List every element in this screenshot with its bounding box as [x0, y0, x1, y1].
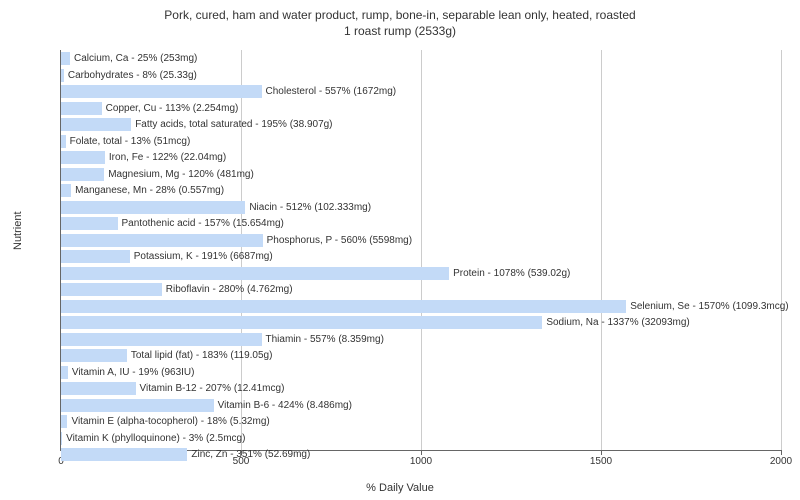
nutrient-bar-label: Fatty acids, total saturated - 195% (38.…: [131, 118, 332, 131]
chart-title: Pork, cured, ham and water product, rump…: [0, 0, 800, 39]
title-line-2: 1 roast rump (2533g): [344, 24, 456, 38]
nutrient-bar: [61, 366, 68, 379]
nutrient-bar-label: Vitamin B-6 - 424% (8.486mg): [214, 399, 352, 412]
nutrient-bar: [61, 333, 262, 346]
x-tick-label: 1500: [590, 456, 612, 467]
nutrient-bar: [61, 151, 105, 164]
nutrient-bar-label: Potassium, K - 191% (6687mg): [130, 250, 273, 263]
nutrient-bar: [61, 300, 626, 313]
nutrient-bar-label: Cholesterol - 557% (1672mg): [262, 85, 397, 98]
x-tick: [601, 450, 602, 455]
nutrient-bar-label: Folate, total - 13% (51mcg): [66, 135, 191, 148]
nutrient-bar-label: Thiamin - 557% (8.359mg): [262, 333, 384, 346]
nutrient-bar: [61, 349, 127, 362]
plot-area: 0500100015002000Calcium, Ca - 25% (253mg…: [60, 50, 781, 451]
nutrient-bar: [61, 250, 130, 263]
nutrient-bar: [61, 102, 102, 115]
nutrient-bar: [61, 201, 245, 214]
x-tick-label: 1000: [410, 456, 432, 467]
nutrient-bar: [61, 118, 131, 131]
nutrient-bar-label: Vitamin B-12 - 207% (12.41mcg): [136, 382, 285, 395]
nutrient-bar-label: Calcium, Ca - 25% (253mg): [70, 52, 197, 65]
nutrient-bar-label: Iron, Fe - 122% (22.04mg): [105, 151, 226, 164]
nutrient-bar-label: Sodium, Na - 1337% (32093mg): [542, 316, 689, 329]
nutrient-bar-label: Pantothenic acid - 157% (15.654mg): [118, 217, 284, 230]
nutrient-bar-label: Niacin - 512% (102.333mg): [245, 201, 371, 214]
nutrient-bar: [61, 184, 71, 197]
nutrient-bar-label: Copper, Cu - 113% (2.254mg): [102, 102, 239, 115]
nutrient-bar: [61, 399, 214, 412]
gridline: [781, 50, 782, 450]
nutrient-bar-label: Zinc, Zn - 351% (52.69mg): [187, 448, 310, 461]
y-axis-label: Nutrient: [12, 211, 24, 250]
nutrient-bar: [61, 316, 542, 329]
gridline: [421, 50, 422, 450]
nutrient-bar-label: Manganese, Mn - 28% (0.557mg): [71, 184, 224, 197]
x-tick: [781, 450, 782, 455]
nutrient-bar-label: Selenium, Se - 1570% (1099.3mcg): [626, 300, 788, 313]
nutrient-bar: [61, 52, 70, 65]
nutrient-bar: [61, 283, 162, 296]
nutrient-bar-label: Riboflavin - 280% (4.762mg): [162, 283, 293, 296]
x-axis-label: % Daily Value: [366, 482, 434, 494]
gridline: [601, 50, 602, 450]
nutrient-bar-label: Vitamin A, IU - 19% (963IU): [68, 366, 195, 379]
nutrient-bar: [61, 168, 104, 181]
nutrient-bar-label: Phosphorus, P - 560% (5598mg): [263, 234, 412, 247]
nutrient-bar-label: Magnesium, Mg - 120% (481mg): [104, 168, 254, 181]
nutrient-bar: [61, 234, 263, 247]
x-tick-label: 2000: [770, 456, 792, 467]
nutrient-bar-label: Vitamin E (alpha-tocopherol) - 18% (5.32…: [67, 415, 269, 428]
nutrient-bar-label: Total lipid (fat) - 183% (119.05g): [127, 349, 273, 362]
nutrient-bar: [61, 217, 118, 230]
x-tick: [421, 450, 422, 455]
nutrient-bar: [61, 85, 262, 98]
nutrient-bar-label: Carbohydrates - 8% (25.33g): [64, 69, 197, 82]
nutrient-bar: [61, 448, 187, 461]
nutrient-bar-label: Vitamin K (phylloquinone) - 3% (2.5mcg): [62, 432, 245, 445]
nutrient-bar: [61, 382, 136, 395]
nutrient-chart: Pork, cured, ham and water product, rump…: [0, 0, 800, 500]
nutrient-bar-label: Protein - 1078% (539.02g): [449, 267, 570, 280]
title-line-1: Pork, cured, ham and water product, rump…: [164, 8, 635, 22]
nutrient-bar: [61, 267, 449, 280]
